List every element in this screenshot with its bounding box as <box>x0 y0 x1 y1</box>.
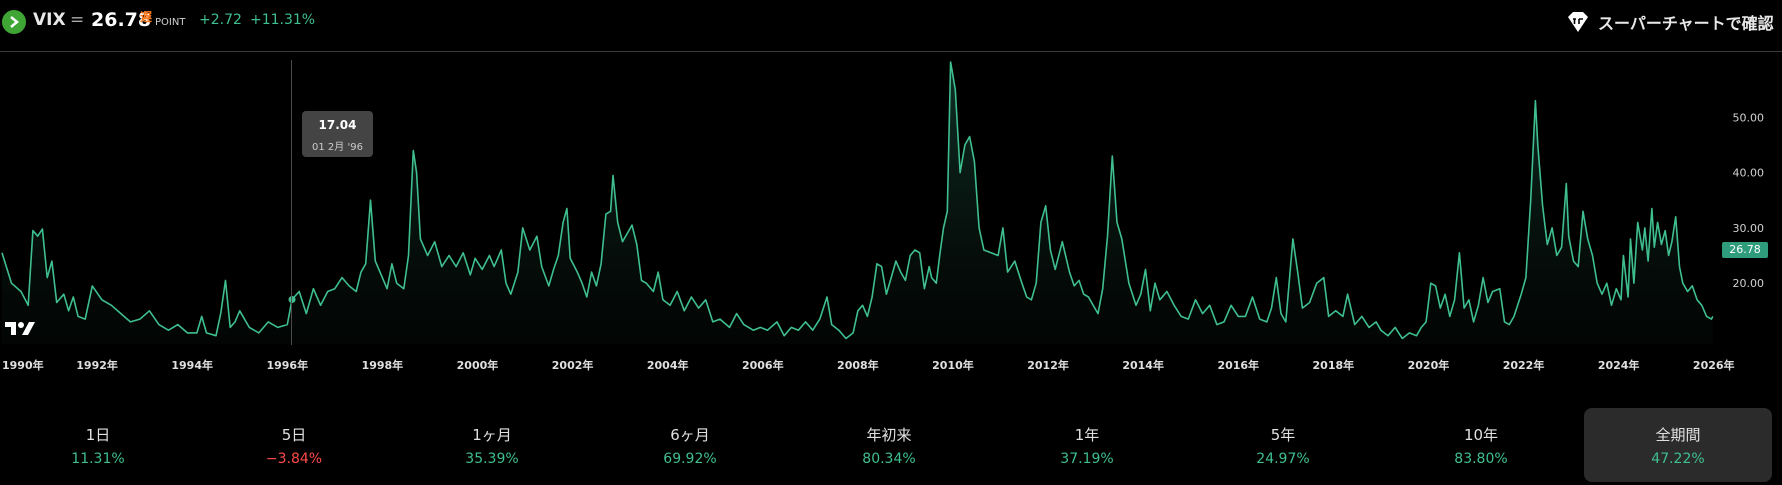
current-price: 26.78 <box>91 9 152 31</box>
period-label: 年初来 <box>866 426 912 444</box>
x-tick-label: 2004年 <box>647 358 689 372</box>
crosshair-tooltip: 17.04 01 2月 '96 <box>302 111 373 157</box>
period-label: 1日 <box>85 426 111 444</box>
x-tick-label: 2026年 <box>1693 358 1735 372</box>
y-tick-label: 50.00 <box>1733 111 1765 124</box>
period-label: 5年 <box>1270 426 1296 444</box>
y-tick-label: 30.00 <box>1733 222 1765 235</box>
x-tick-label: 1996年 <box>266 358 308 372</box>
period-button-6[interactable]: 5年 24.97% <box>1193 408 1373 482</box>
series-line <box>1 61 1714 340</box>
period-button-0[interactable]: 1日 11.31% <box>8 408 188 482</box>
x-tick-label: 2020年 <box>1408 358 1450 372</box>
period-return: 24.97% <box>1256 451 1310 467</box>
price-chart[interactable]: 20.00 30.00 40.00 50.00 1990年 1992年 1994年 1996… <box>0 52 1782 374</box>
x-tick-label: 2000年 <box>457 358 499 372</box>
play-icon[interactable] <box>2 10 26 34</box>
header-bar: VIX = 26.78 遅 POINT +2.72 +11.31% スーパーチャ… <box>0 0 1782 52</box>
crosshair-point <box>288 296 296 304</box>
tradingview-logo-icon <box>5 322 35 335</box>
tooltip-date: 01 2月 '96 <box>312 142 363 153</box>
period-button-3[interactable]: 6ヶ月 69.92% <box>600 408 780 482</box>
delay-badge: 遅 <box>140 10 153 24</box>
x-tick-label: 1990年 <box>2 358 44 372</box>
period-button-7[interactable]: 10年 83.80% <box>1391 408 1571 482</box>
period-return: 37.19% <box>1060 451 1114 467</box>
x-tick-label: 2016年 <box>1217 358 1259 372</box>
period-return: 80.34% <box>862 451 916 467</box>
symbol-name[interactable]: VIX <box>33 10 66 30</box>
price-change: +2.72 <box>199 12 242 28</box>
period-label: 全期間 <box>1655 426 1701 444</box>
x-tick-label: 2002年 <box>552 358 594 372</box>
period-button-1[interactable]: 5日 −3.84% <box>204 408 384 482</box>
period-label: 1年 <box>1074 426 1100 444</box>
period-return: 35.39% <box>465 451 519 467</box>
x-tick-label: 2018年 <box>1313 358 1355 372</box>
period-label: 10年 <box>1463 426 1499 444</box>
x-tick-label: 2014年 <box>1122 358 1164 372</box>
period-return: 69.92% <box>663 451 717 467</box>
crosshair-line <box>291 60 292 345</box>
x-tick-label: 1992年 <box>76 358 118 372</box>
period-label: 1ヶ月 <box>472 426 512 444</box>
supercharts-icon[interactable] <box>1565 9 1591 35</box>
x-tick-label: 1994年 <box>171 358 213 372</box>
price-unit: POINT <box>155 17 186 28</box>
y-tick-label: 40.00 <box>1733 167 1765 180</box>
period-label: 5日 <box>281 426 307 444</box>
period-button-2[interactable]: 1ヶ月 35.39% <box>402 408 582 482</box>
period-selector: 1日 11.31% 5日 −3.84% 1ヶ月 35.39% 6ヶ月 69.92% 年初来 80.… <box>0 408 1782 485</box>
price-change-percent: +11.31% <box>250 12 316 28</box>
period-button-5[interactable]: 1年 37.19% <box>997 408 1177 482</box>
x-tick-label: 2022年 <box>1503 358 1545 372</box>
period-return: 83.80% <box>1454 451 1508 467</box>
period-button-4[interactable]: 年初来 80.34% <box>799 408 979 482</box>
y-tick-label: 20.00 <box>1733 277 1765 290</box>
tooltip-value: 17.04 <box>318 118 357 132</box>
x-tick-label: 2006年 <box>742 358 784 372</box>
period-return: 47.22% <box>1651 451 1705 467</box>
supercharts-link[interactable]: スーパーチャートで確認 <box>1598 14 1774 33</box>
x-tick-label: 2024年 <box>1598 358 1640 372</box>
period-label: 6ヶ月 <box>670 426 710 444</box>
series-area <box>2 62 1713 344</box>
x-tick-label: 2012年 <box>1027 358 1069 372</box>
period-button-8[interactable]: 全期間 47.22% <box>1584 408 1772 482</box>
x-tick-label: 2008年 <box>837 358 879 372</box>
period-return: 11.31% <box>71 451 125 467</box>
last-price-label: 26.78 <box>1722 242 1768 258</box>
equal-icon: = <box>70 10 85 30</box>
period-return: −3.84% <box>265 451 323 467</box>
x-tick-label: 2010年 <box>932 358 974 372</box>
x-tick-label: 1998年 <box>362 358 404 372</box>
